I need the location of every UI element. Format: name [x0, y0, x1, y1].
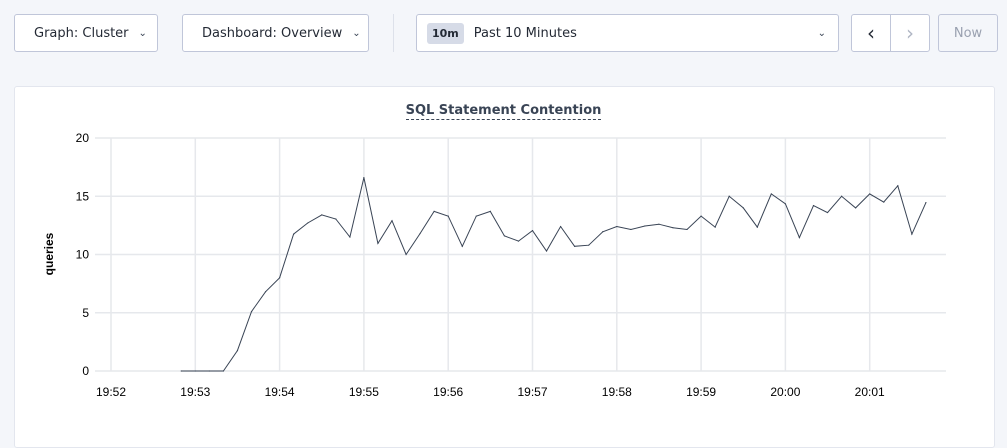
data-point [756, 226, 758, 228]
chart-title-wrap: SQL Statement Contention [0, 103, 1007, 120]
data-point [194, 370, 196, 372]
data-point [405, 253, 407, 256]
data-point [475, 215, 477, 217]
data-point [531, 230, 534, 232]
y-tick-label: 20 [76, 131, 90, 145]
data-point [250, 310, 253, 313]
line-chart: queries 0 5 10 15 20 19:52 19:53 19:54 19:55 19:5… [42, 131, 946, 399]
data-point [517, 240, 520, 242]
toolbar-divider [393, 14, 394, 52]
graph-selector[interactable]: Graph: Cluster ⌄ [14, 14, 158, 52]
y-tick-label: 15 [76, 189, 90, 203]
chevron-right-icon[interactable]: › [906, 21, 914, 45]
data-point [264, 291, 267, 293]
data-point [335, 218, 337, 220]
now-button[interactable]: Now [938, 14, 998, 52]
y-axis-label: queries [42, 232, 56, 275]
data-point [363, 177, 365, 179]
data-point [742, 207, 744, 209]
data-point [841, 195, 843, 197]
data-point [489, 210, 491, 212]
data-point [714, 226, 716, 228]
data-point [812, 204, 815, 207]
x-tick-label: 19:55 [349, 385, 379, 399]
x-tick-label: 19:59 [686, 385, 716, 399]
data-point [700, 215, 702, 217]
chevron-down-icon: ⌄ [352, 27, 361, 39]
data-point [180, 370, 182, 372]
time-nav-group: ‹ › [851, 14, 930, 52]
data-point [883, 201, 885, 203]
chevron-down-icon: ⌄ [138, 27, 147, 39]
time-range-badge: 10m [427, 22, 464, 44]
data-point [925, 202, 927, 204]
chevron-left-icon[interactable]: ‹ [852, 15, 891, 51]
y-tick-label: 5 [82, 306, 89, 320]
y-tick-label: 10 [76, 248, 90, 262]
data-point [391, 220, 393, 222]
data-point [293, 233, 295, 235]
data-point [545, 250, 548, 252]
data-point [630, 228, 632, 231]
data-point [770, 193, 772, 195]
data-point [658, 223, 660, 225]
data-point [672, 227, 674, 229]
y-tick-label: 0 [82, 364, 89, 378]
x-tick-label: 19:53 [180, 385, 210, 399]
chart-title[interactable]: SQL Statement Contention [405, 103, 602, 120]
graph-selector-label: Graph: Cluster [34, 25, 129, 41]
data-point [897, 185, 899, 187]
data-point [307, 222, 309, 224]
data-point [419, 232, 421, 235]
data-point [349, 236, 351, 238]
data-point [602, 231, 604, 233]
data-point [826, 211, 829, 214]
data-point [869, 193, 871, 195]
x-tick-label: 19:56 [433, 385, 463, 399]
data-point [433, 210, 435, 212]
x-tick-label: 19:54 [265, 385, 295, 399]
data-point [911, 233, 913, 235]
data-point [222, 370, 224, 372]
data-point [321, 214, 323, 216]
data-point [447, 215, 449, 217]
data-point [644, 225, 646, 227]
time-range-selector[interactable]: 10m Past 10 Minutes ⌄ [416, 14, 839, 52]
x-tick-label: 19:52 [96, 385, 126, 399]
time-range-label: Past 10 Minutes [473, 25, 577, 41]
x-tick-label: 19:57 [517, 385, 547, 399]
dashboard-selector-label: Dashboard: Overview [202, 25, 343, 41]
data-point [588, 244, 590, 246]
data-point [208, 370, 210, 372]
data-point [236, 350, 239, 352]
dashboard-selector[interactable]: Dashboard: Overview ⌄ [182, 14, 369, 52]
data-point [686, 228, 688, 231]
chevron-down-icon: ⌄ [817, 27, 826, 39]
data-point [798, 237, 801, 239]
data-point [560, 225, 562, 228]
x-tick-label: 20:00 [770, 385, 800, 399]
series-line [181, 177, 927, 372]
data-point [574, 245, 576, 247]
x-tick-label: 20:01 [855, 385, 885, 399]
data-point [503, 235, 505, 237]
data-point [377, 242, 379, 245]
data-point [616, 225, 618, 228]
data-point [279, 277, 281, 279]
data-point [461, 245, 463, 247]
data-point [855, 207, 857, 209]
data-point [784, 203, 787, 205]
data-point [728, 195, 730, 197]
x-tick-label: 19:58 [602, 385, 632, 399]
